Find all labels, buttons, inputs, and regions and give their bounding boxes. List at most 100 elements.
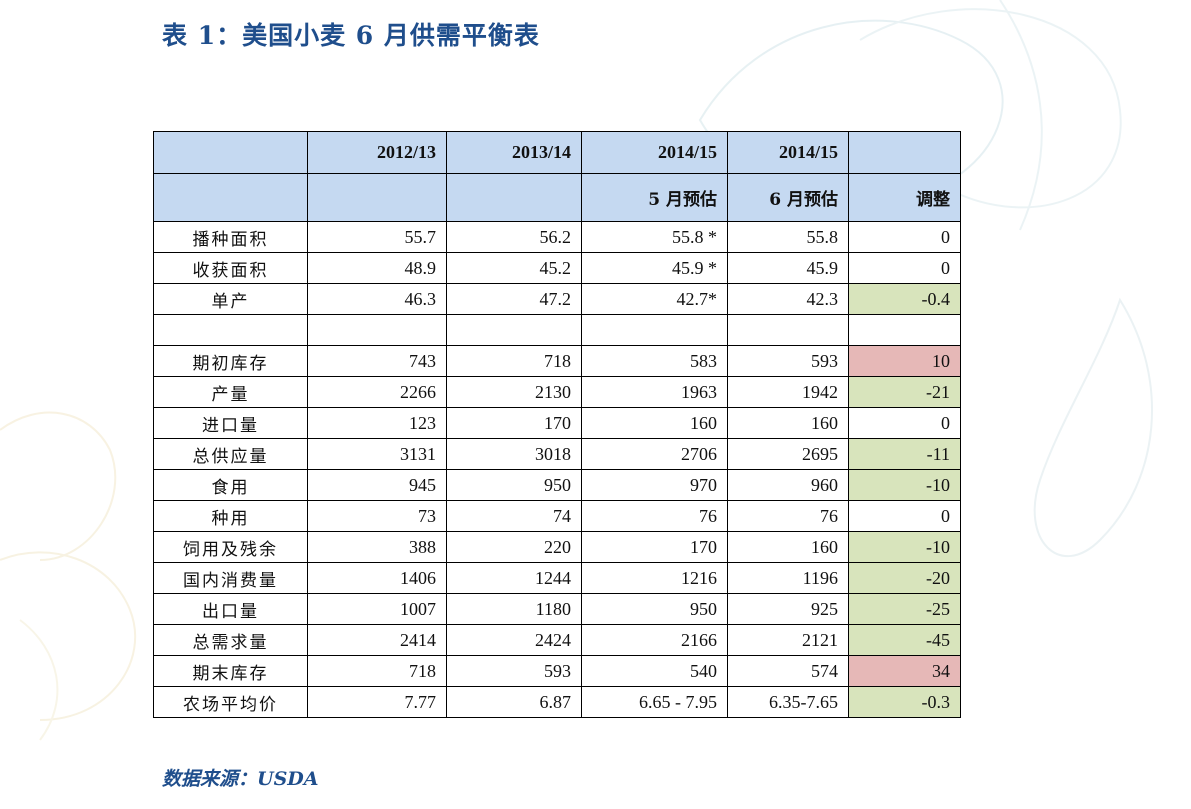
header-cell: 6 月预估: [727, 173, 849, 222]
table-row: 总供应量 3131 3018 2706 2695 -11: [153, 438, 961, 470]
adjustment-cell: -20: [848, 562, 961, 594]
value-2013-14: 2130: [446, 376, 582, 408]
header-row-years: 2012/13 2013/14 2014/15 2014/15: [153, 131, 961, 174]
value-2013-14: 1180: [446, 593, 582, 625]
header-cell: [307, 173, 447, 222]
adjustment-cell: -10: [848, 469, 961, 501]
table-row: 食用 945 950 970 960 -10: [153, 469, 961, 501]
value-2013-14: 56.2: [446, 221, 582, 253]
value-2014-15-may: 583: [581, 345, 728, 377]
row-label: 国内消费量: [153, 562, 308, 594]
value-2013-14: 220: [446, 531, 582, 563]
table-body: 播种面积 55.7 56.2 55.8 * 55.8 0 收获面积 48.9 45.2 45.9 …: [153, 221, 961, 718]
table-row: 播种面积 55.7 56.2 55.8 * 55.8 0: [153, 221, 961, 253]
value-2013-14: 170: [446, 407, 582, 439]
value-2012-13: 2414: [307, 624, 447, 656]
row-label: [153, 314, 308, 346]
value-2014-15-june: 960: [727, 469, 849, 501]
value-2012-13: 46.3: [307, 283, 447, 315]
value-2014-15-june: 1942: [727, 376, 849, 408]
value-2013-14: 1244: [446, 562, 582, 594]
value-2014-15-june: 76: [727, 500, 849, 532]
value-2012-13: 2266: [307, 376, 447, 408]
table-row: 国内消费量 1406 1244 1216 1196 -20: [153, 562, 961, 594]
adjustment-cell: 10: [848, 345, 961, 377]
value-2014-15-may: 42.7*: [581, 283, 728, 315]
table-row: 饲用及残余 388 220 170 160 -10: [153, 531, 961, 563]
value-2012-13: 55.7: [307, 221, 447, 253]
table-row: 种用 73 74 76 76 0: [153, 500, 961, 532]
table-row: 出口量 1007 1180 950 925 -25: [153, 593, 961, 625]
value-2013-14: 718: [446, 345, 582, 377]
value-2014-15-june: 160: [727, 407, 849, 439]
value-2014-15-june: 6.35-7.65: [727, 686, 849, 718]
value-2013-14: 47.2: [446, 283, 582, 315]
table-row: 产量 2266 2130 1963 1942 -21: [153, 376, 961, 408]
header-cell: [153, 131, 308, 174]
value-2014-15-may: 970: [581, 469, 728, 501]
value-2014-15-june: 45.9: [727, 252, 849, 284]
value-2012-13: 7.77: [307, 686, 447, 718]
value-2014-15-may: 540: [581, 655, 728, 687]
value-2014-15-may: 1963: [581, 376, 728, 408]
value-2014-15-june: 1196: [727, 562, 849, 594]
adjustment-cell: -21: [848, 376, 961, 408]
value-2014-15-june: 2695: [727, 438, 849, 470]
adjustment-cell: -45: [848, 624, 961, 656]
row-label: 食用: [153, 469, 308, 501]
value-2014-15-may: [581, 314, 728, 346]
value-2014-15-june: 574: [727, 655, 849, 687]
row-label: 进口量: [153, 407, 308, 439]
adjustment-cell: 0: [848, 407, 961, 439]
row-label: 产量: [153, 376, 308, 408]
value-2014-15-june: 55.8: [727, 221, 849, 253]
value-2014-15-may: 6.65 - 7.95: [581, 686, 728, 718]
row-label: 收获面积: [153, 252, 308, 284]
adjustment-cell: 34: [848, 655, 961, 687]
value-2014-15-may: 170: [581, 531, 728, 563]
value-2012-13: 73: [307, 500, 447, 532]
value-2013-14: [446, 314, 582, 346]
value-2014-15-may: 45.9 *: [581, 252, 728, 284]
value-2014-15-june: 160: [727, 531, 849, 563]
row-label: 单产: [153, 283, 308, 315]
value-2012-13: 388: [307, 531, 447, 563]
value-2012-13: 3131: [307, 438, 447, 470]
header-row-estimates: 5 月预估 6 月预估 调整: [153, 173, 961, 222]
adjustment-cell: [848, 314, 961, 346]
value-2014-15-may: 160: [581, 407, 728, 439]
header-cell: [848, 131, 961, 174]
table-row: 期初库存 743 718 583 593 10: [153, 345, 961, 377]
table-row: 总需求量 2414 2424 2166 2121 -45: [153, 624, 961, 656]
adjustment-cell: -11: [848, 438, 961, 470]
table-row: [153, 314, 961, 346]
row-label: 出口量: [153, 593, 308, 625]
value-2014-15-may: 2706: [581, 438, 728, 470]
value-2014-15-june: [727, 314, 849, 346]
value-2014-15-may: 76: [581, 500, 728, 532]
row-label: 总供应量: [153, 438, 308, 470]
value-2013-14: 950: [446, 469, 582, 501]
table-row: 农场平均价 7.77 6.87 6.65 - 7.95 6.35-7.65 -0.3: [153, 686, 961, 718]
header-cell: 2012/13: [307, 131, 447, 174]
value-2014-15-may: 950: [581, 593, 728, 625]
value-2012-13: 718: [307, 655, 447, 687]
data-source-note: 数据来源：USDA: [162, 768, 319, 790]
header-cell: [153, 173, 308, 222]
value-2014-15-june: 42.3: [727, 283, 849, 315]
value-2014-15-june: 593: [727, 345, 849, 377]
value-2014-15-june: 2121: [727, 624, 849, 656]
adjustment-cell: 0: [848, 500, 961, 532]
adjustment-cell: -25: [848, 593, 961, 625]
value-2012-13: [307, 314, 447, 346]
adjustment-cell: 0: [848, 252, 961, 284]
value-2013-14: 45.2: [446, 252, 582, 284]
value-2012-13: 945: [307, 469, 447, 501]
value-2013-14: 6.87: [446, 686, 582, 718]
table-row: 单产 46.3 47.2 42.7* 42.3 -0.4: [153, 283, 961, 315]
value-2012-13: 1007: [307, 593, 447, 625]
row-label: 种用: [153, 500, 308, 532]
header-cell: 5 月预估: [581, 173, 728, 222]
adjustment-cell: -0.4: [848, 283, 961, 315]
header-cell: 2014/15: [727, 131, 849, 174]
